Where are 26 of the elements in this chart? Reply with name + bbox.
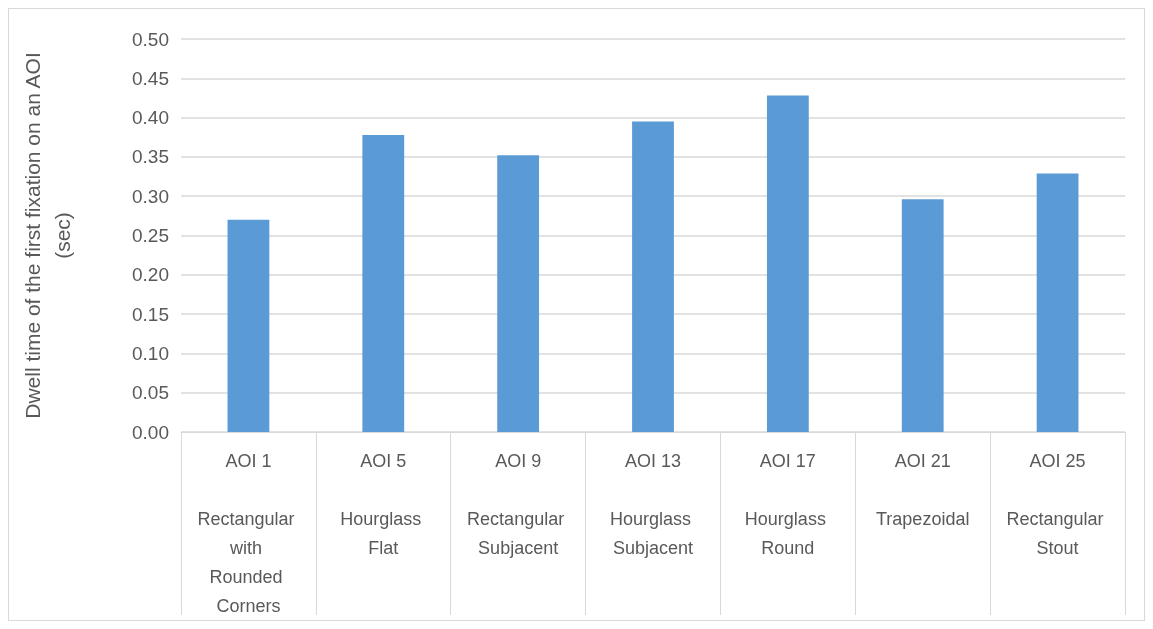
y-tick-label: 0.50 [132,28,169,50]
category-label: AOI 21 Trapezoidal [876,450,970,529]
bar [766,95,809,432]
y-tick-label: 0.00 [132,421,169,443]
category-label: AOI 1 Rectangular with Rounded Corners [197,450,295,616]
y-tick-label: 0.10 [132,342,169,364]
category-label: AOI 25 Rectangular Stout [1006,450,1104,558]
category-label: AOI 13 Hourglass Subjacent [609,450,694,558]
y-tick-label: 0.45 [132,67,169,89]
y-tick-label: 0.20 [132,264,169,286]
y-tick-label: 0.05 [132,382,169,404]
category-label: AOI 17 Hourglass Round [744,450,826,558]
y-tick-label: 0.15 [132,303,169,325]
y-tick-label: 0.35 [132,146,169,168]
category-label: AOI 9 Rectangular Subjacent [467,450,565,558]
y-tick-label: 0.40 [132,107,169,129]
y-tick-label: 0.25 [132,225,169,246]
bar [901,199,944,432]
bar [1036,173,1079,432]
bar [227,219,270,432]
y-axis-title: Dwell time of the first fixation on an AOI (sec) [20,52,74,419]
bar [632,121,674,432]
category-label: AOI 5 Hourglass Flat [340,450,422,558]
bar [497,155,540,432]
y-tick-label: 0.30 [132,185,169,207]
bar [362,134,405,432]
